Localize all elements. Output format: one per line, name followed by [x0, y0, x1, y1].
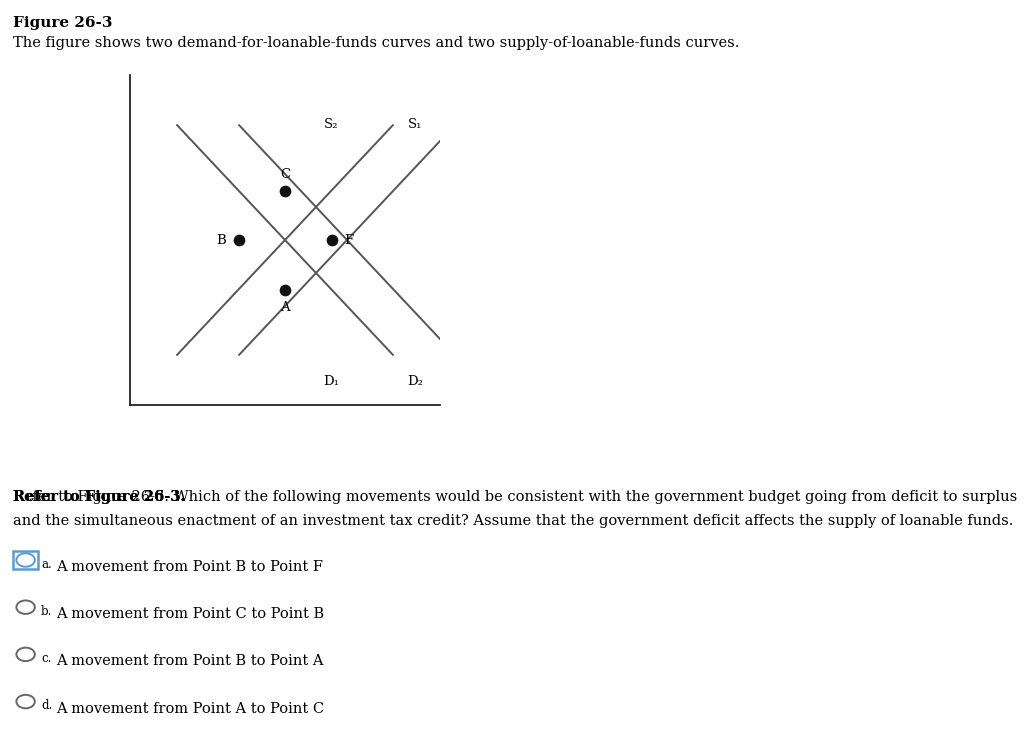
Text: A movement from Point B to Point A: A movement from Point B to Point A — [56, 655, 324, 668]
Text: C: C — [280, 168, 290, 181]
Text: Refer to Figure 26-3.: Refer to Figure 26-3. — [13, 490, 185, 504]
Text: D₂: D₂ — [408, 375, 423, 389]
Text: b.: b. — [41, 605, 52, 618]
Text: Refer to Figure 26-3.: Refer to Figure 26-3. — [13, 490, 185, 504]
Text: and the simultaneous enactment of an investment tax credit? Assume that the gove: and the simultaneous enactment of an inv… — [13, 514, 1014, 528]
Text: A movement from Point A to Point C: A movement from Point A to Point C — [56, 702, 325, 715]
Point — [324, 234, 340, 246]
Text: A movement from Point B to Point F: A movement from Point B to Point F — [56, 560, 324, 574]
Point — [276, 184, 293, 196]
Text: B: B — [216, 234, 226, 246]
Text: Refer to Figure 26-3. Which of the following movements would be consistent with : Refer to Figure 26-3. Which of the follo… — [13, 490, 1018, 504]
Text: a.: a. — [41, 558, 51, 571]
Text: c.: c. — [41, 652, 51, 665]
Text: S₁: S₁ — [408, 118, 422, 131]
Text: S₂: S₂ — [325, 118, 339, 131]
Point — [276, 284, 293, 296]
Text: D₁: D₁ — [324, 375, 339, 389]
Text: Refer to Figure 26-3. Which of the following movements would be consistent with : Refer to Figure 26-3. Which of the follo… — [13, 490, 1018, 521]
Point — [230, 234, 247, 246]
Text: d.: d. — [41, 700, 52, 712]
Text: F: F — [344, 234, 353, 246]
Text: A movement from Point C to Point B: A movement from Point C to Point B — [56, 607, 325, 621]
Text: A: A — [281, 301, 290, 314]
Text: Figure 26-3: Figure 26-3 — [13, 16, 113, 31]
Text: The figure shows two demand-for-loanable-funds curves and two supply-of-loanable: The figure shows two demand-for-loanable… — [13, 36, 739, 50]
